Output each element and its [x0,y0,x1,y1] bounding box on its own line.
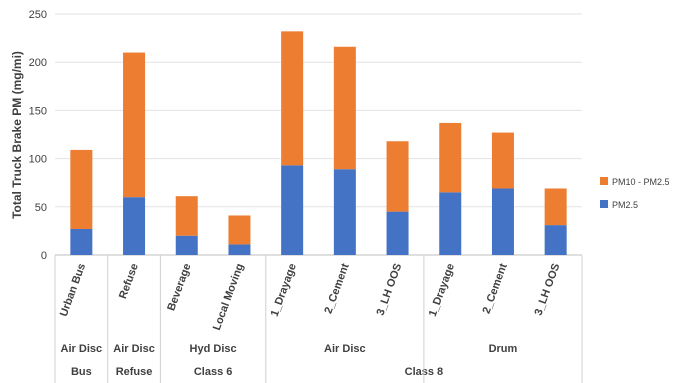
group-label: Air Disc [113,343,155,355]
legend-label: PM2.5 [612,200,638,210]
bar-segment [123,197,146,255]
group-label: Bus [71,366,92,378]
category-groups: Air Disc Air Disc Hyd Disc Air Disc Drum Bus R… [54,255,583,383]
x-axis-tick-labels: Urban Bus Refuse Beverage Local Moving 1_Dra… [58,262,563,332]
y-axis-ticks: 0 50 100 150 200 250 [29,9,47,262]
y-tick-label: 200 [29,57,47,69]
x-tick-label: Urban Bus [58,262,88,318]
bars [70,31,567,255]
bar-segment [439,192,462,255]
bar-segment [439,122,462,193]
bar-segment [491,132,514,189]
y-tick-label: 250 [29,9,47,21]
x-tick-label: 3_LH OOS [533,262,563,317]
x-tick-label: 3_LH OOS [374,262,404,317]
bar-segment [70,228,93,255]
legend-label: PM10 - PM2.5 [612,177,670,187]
bar-segment [333,46,356,170]
y-tick-label: 0 [41,250,47,262]
legend-swatch [600,177,608,185]
y-tick-label: 100 [29,154,47,166]
bar-segment [386,141,409,212]
bar-segment [281,31,304,166]
x-tick-label: 1_Drayage [269,262,299,318]
bar-segment [386,211,409,255]
bar-segment [228,215,251,245]
y-tick-label: 50 [35,202,47,214]
group-label: Air Disc [324,343,366,355]
group-label: Drum [489,343,518,355]
bar-segment [123,52,146,198]
x-tick-label: 2_Cement [322,262,351,316]
bar-segment [175,196,198,236]
bar-segment [491,188,514,255]
bar-segment [281,165,304,255]
group-label: Refuse [116,366,153,378]
x-tick-label: 2_Cement [481,262,510,316]
x-tick-label: Beverage [165,262,193,313]
x-tick-label: 1_Drayage [427,262,457,318]
legend-swatch [600,200,608,208]
bar-segment [228,244,251,255]
bar-segment [544,225,567,255]
x-tick-label: Refuse [117,262,141,301]
y-tick-label: 150 [29,105,47,117]
bar-segment [175,235,198,255]
bar-segment [544,188,567,226]
y-axis-label: Total Truck Brake PM (mg/mi) [10,51,24,219]
group-label: Class 6 [194,366,233,378]
group-label: Hyd Disc [190,343,237,355]
legend: PM10 - PM2.5 PM2.5 [600,177,670,210]
bar-segment [70,149,93,229]
bar-segment [333,169,356,255]
group-label: Air Disc [61,343,103,355]
x-tick-label: Local Moving [211,262,246,332]
